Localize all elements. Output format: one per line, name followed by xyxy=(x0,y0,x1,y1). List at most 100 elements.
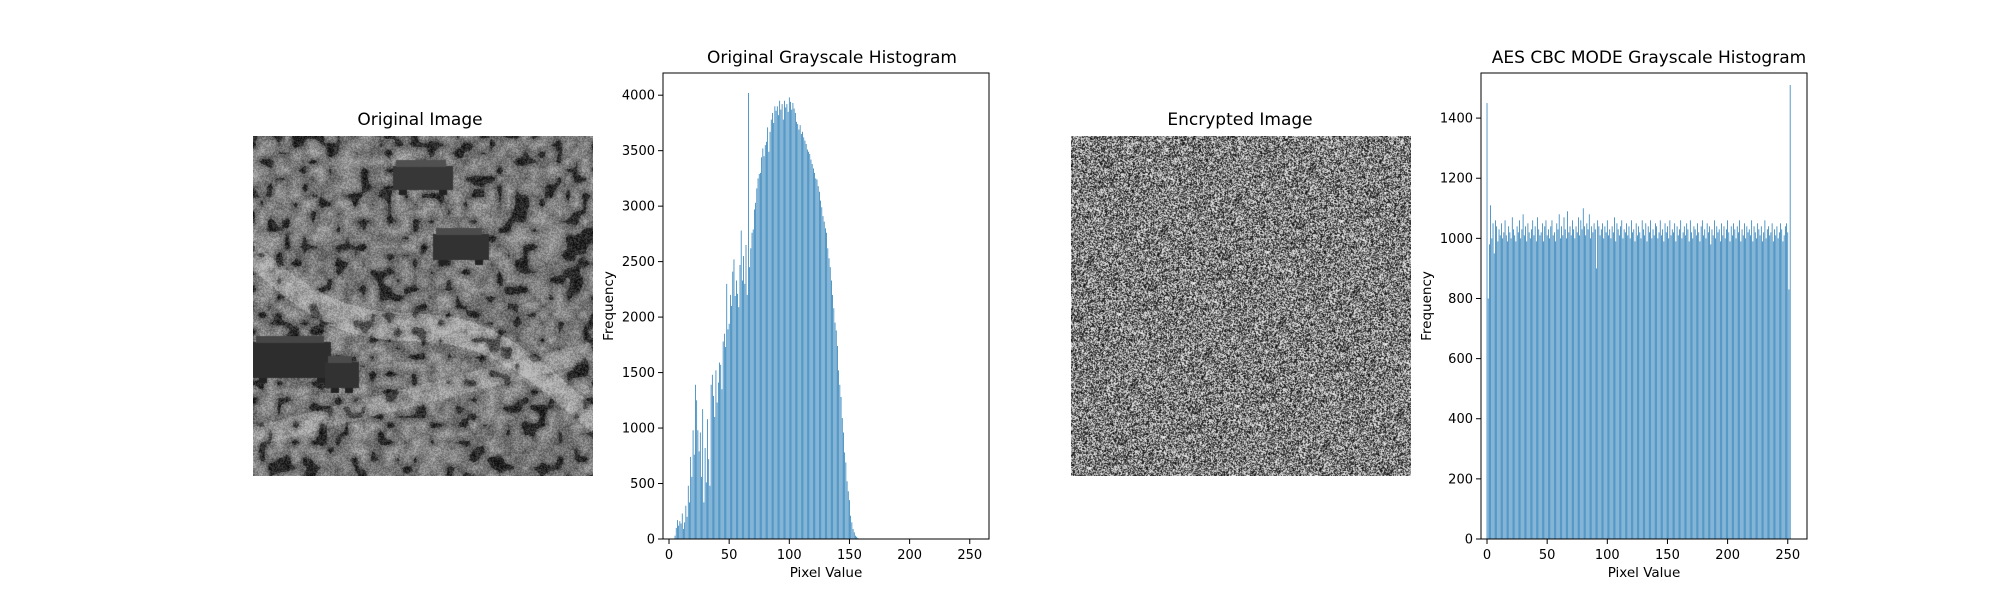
histogram-bar xyxy=(1655,223,1656,540)
histogram-bar xyxy=(1555,241,1556,539)
histogram-bar xyxy=(729,294,731,539)
histogram-bar xyxy=(698,451,700,539)
histogram-bar xyxy=(721,389,723,539)
histogram-bar xyxy=(808,151,809,539)
histogram-bar xyxy=(831,280,832,539)
histogram-bar xyxy=(745,244,747,539)
histogram-bar xyxy=(816,179,818,539)
histogram-bar xyxy=(709,485,711,539)
histogram-bar xyxy=(732,271,734,539)
histogram-bar xyxy=(1716,226,1718,539)
histogram-bar xyxy=(791,109,793,539)
histogram-bar xyxy=(768,151,770,539)
histogram-bar xyxy=(743,256,744,539)
histogram-bar xyxy=(716,402,718,539)
histogram-bar xyxy=(686,516,688,539)
histogram-bar xyxy=(757,178,759,539)
histogram-bar xyxy=(687,485,689,539)
histogram-bar xyxy=(1615,241,1617,539)
histogram-bar xyxy=(1723,226,1725,539)
histogram-bar xyxy=(837,345,838,539)
histogram-bar xyxy=(845,462,847,539)
histogram-bar xyxy=(1745,238,1747,539)
histogram-bar xyxy=(1593,223,1595,540)
histogram-bar xyxy=(1762,241,1763,539)
histogram-bar xyxy=(1674,223,1676,540)
histogram-bar xyxy=(781,104,783,540)
histogram-bar xyxy=(1782,241,1784,539)
histogram-bar xyxy=(1598,226,1600,539)
histogram-bar xyxy=(1520,238,1522,539)
original-image xyxy=(253,136,593,476)
histogram-bar xyxy=(1764,220,1766,539)
histogram-bar xyxy=(1740,241,1742,539)
histogram-bar xyxy=(725,347,726,539)
encrypted-image-canvas xyxy=(1071,136,1411,476)
histogram-bar xyxy=(1628,226,1630,539)
histogram-bar xyxy=(1550,226,1552,539)
histogram-bar xyxy=(1603,238,1605,539)
histogram-bar xyxy=(812,168,814,539)
x-tick-label: 250 xyxy=(957,548,982,563)
histogram-bar xyxy=(1647,226,1649,539)
x-tick-label: 0 xyxy=(1483,548,1491,563)
histogram-bar xyxy=(1769,235,1771,539)
y-tick-label: 400 xyxy=(1448,412,1473,427)
histogram-bar xyxy=(674,535,676,539)
histogram-bar xyxy=(696,400,698,539)
histogram-bar xyxy=(675,527,677,539)
histogram-bar xyxy=(1547,229,1549,539)
histogram-bar xyxy=(1596,268,1597,539)
histogram-bar xyxy=(1505,235,1507,539)
histogram-bar xyxy=(1502,238,1504,539)
histogram-bar xyxy=(1539,235,1541,539)
histogram-bar xyxy=(1677,235,1679,539)
histogram-bar xyxy=(1704,229,1706,539)
histogram-bar xyxy=(678,525,680,539)
histogram-bar xyxy=(846,481,848,539)
histogram-bar xyxy=(707,419,708,539)
histogram-bar xyxy=(1698,232,1700,540)
histogram-bar xyxy=(1765,238,1767,539)
histogram-bar xyxy=(751,232,753,539)
histogram-bar xyxy=(1688,241,1690,539)
histogram-bar xyxy=(1511,217,1513,539)
histogram-bar xyxy=(1758,229,1760,539)
histogram-bar xyxy=(1710,244,1712,539)
histogram-bar xyxy=(1507,241,1508,539)
histogram-bar xyxy=(1703,235,1704,539)
histogram-bar xyxy=(1653,235,1655,539)
histogram-bar xyxy=(780,109,782,539)
bars xyxy=(1486,85,1791,540)
histogram-bar xyxy=(1695,235,1697,539)
histogram-bar xyxy=(692,430,694,539)
histogram-bar xyxy=(1682,232,1684,540)
histogram-bar xyxy=(797,124,799,540)
histogram-bar xyxy=(710,384,712,539)
histogram-bar xyxy=(1670,235,1672,539)
histogram-bar xyxy=(699,432,701,539)
histogram-bar xyxy=(1784,226,1786,539)
histogram-bar xyxy=(684,522,686,539)
y-tick-label: 800 xyxy=(1448,292,1473,307)
histogram-bar xyxy=(1742,235,1744,539)
histogram-bar xyxy=(1681,238,1683,539)
histogram-bar xyxy=(733,259,735,539)
histogram-bar xyxy=(1726,229,1727,539)
histogram-bar xyxy=(1495,220,1496,539)
histogram-bar xyxy=(1610,238,1612,539)
histogram-bar xyxy=(1560,238,1561,539)
histogram-bar xyxy=(1766,229,1768,539)
histogram-bar xyxy=(811,163,813,539)
histogram-bar xyxy=(722,341,724,539)
histogram-bar xyxy=(1597,220,1599,539)
histogram-bar xyxy=(1781,229,1783,539)
histogram-bar xyxy=(1691,232,1692,540)
y-tick-label: 600 xyxy=(1448,352,1473,367)
histogram-bar xyxy=(1514,235,1516,539)
histogram-bar xyxy=(1712,235,1714,539)
histogram-bar xyxy=(1634,241,1636,539)
histogram-bar xyxy=(1608,235,1609,539)
histogram-bar xyxy=(1732,235,1733,539)
original-image-title: Original Image xyxy=(357,110,483,130)
